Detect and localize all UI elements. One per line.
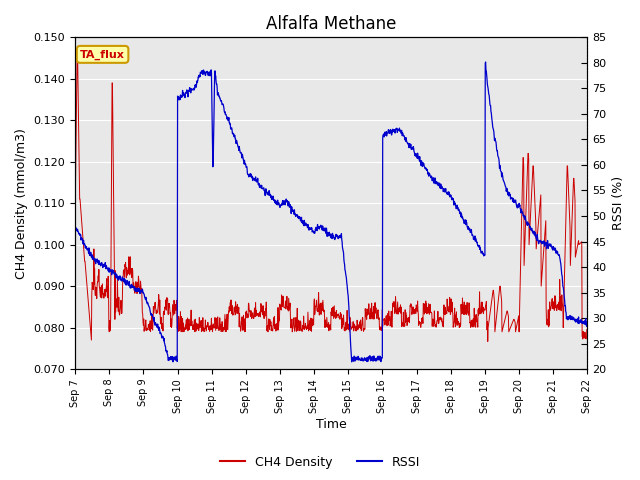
Text: TA_flux: TA_flux <box>80 49 125 60</box>
X-axis label: Time: Time <box>316 419 347 432</box>
Legend: CH4 Density, RSSI: CH4 Density, RSSI <box>214 451 426 474</box>
Y-axis label: RSSI (%): RSSI (%) <box>612 176 625 230</box>
Title: Alfalfa Methane: Alfalfa Methane <box>266 15 396 33</box>
Y-axis label: CH4 Density (mmol/m3): CH4 Density (mmol/m3) <box>15 128 28 279</box>
